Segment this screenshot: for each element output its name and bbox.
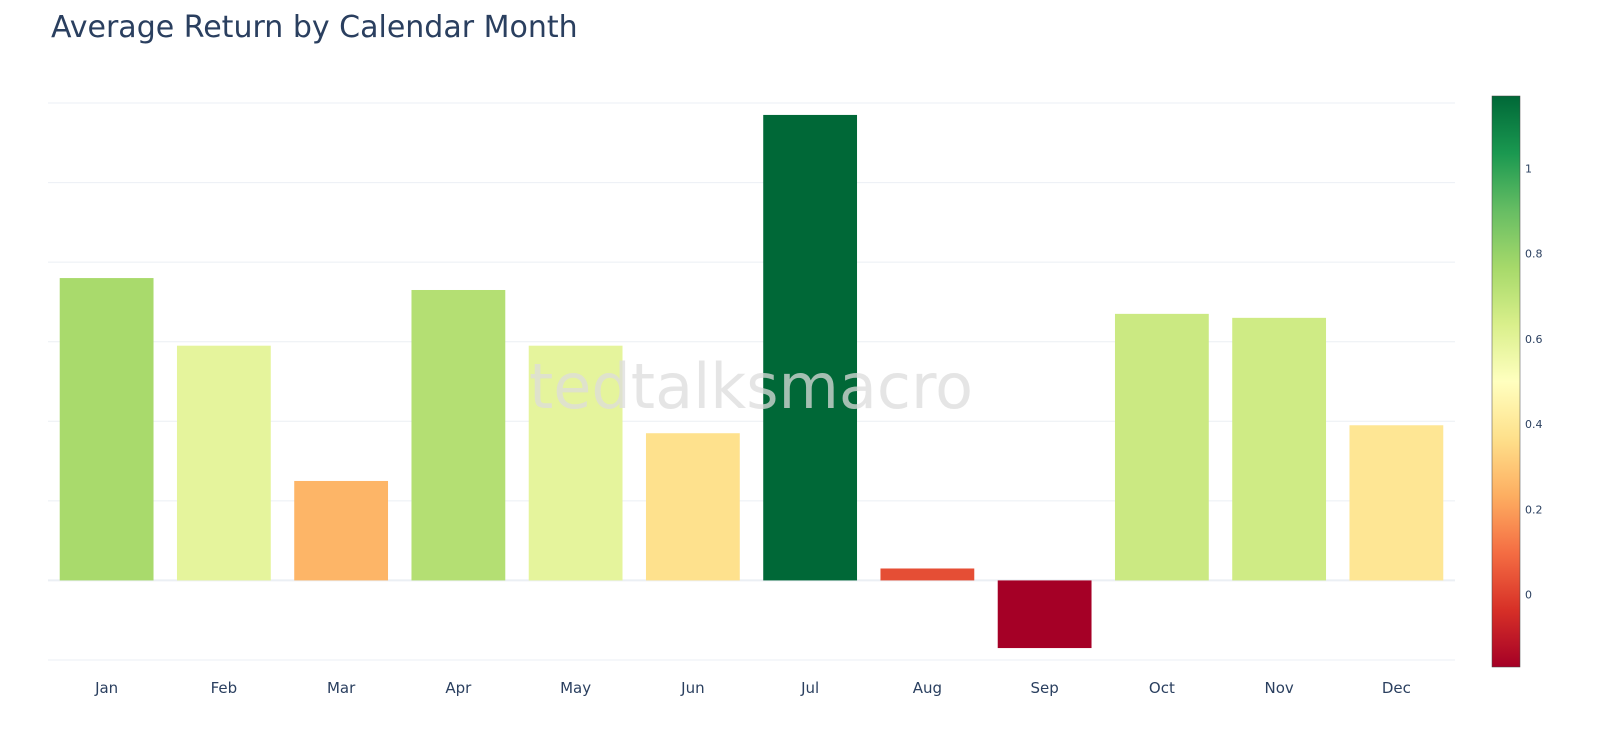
- x-tick-label-jan: Jan: [94, 679, 118, 697]
- colorbar-tick-label: 0.6: [1525, 333, 1543, 346]
- x-tick-label-nov: Nov: [1264, 679, 1293, 697]
- x-tick-label-jun: Jun: [680, 679, 704, 697]
- colorbar-gradient: [1491, 95, 1521, 668]
- bar-aug[interactable]: [880, 568, 975, 581]
- bars: [59, 114, 1444, 649]
- colorbar: 0 0.2 0.4 0.6 0.8 1: [1491, 95, 1543, 668]
- x-tick-label-feb: Feb: [211, 679, 238, 697]
- colorbar-tick-label: 0.8: [1525, 248, 1543, 261]
- colorbar-tick-label: 1: [1525, 162, 1532, 175]
- x-tick-label-oct: Oct: [1149, 679, 1175, 697]
- bar-apr[interactable]: [411, 289, 506, 581]
- bar-dec[interactable]: [1349, 425, 1444, 581]
- bar-oct[interactable]: [1114, 313, 1209, 581]
- x-tick-labels: Jan Feb Mar Apr May Jun Jul Aug Sep Oct Nov Dec: [94, 679, 1411, 697]
- x-tick-label-sep: Sep: [1030, 679, 1058, 697]
- bar-jul[interactable]: [763, 114, 858, 581]
- chart-title: Average Return by Calendar Month: [51, 10, 578, 45]
- bar-may[interactable]: [528, 345, 623, 581]
- bar-sep[interactable]: [997, 580, 1092, 649]
- x-tick-label-jul: Jul: [800, 679, 819, 697]
- bar-feb[interactable]: [176, 345, 271, 581]
- x-tick-label-aug: Aug: [913, 679, 942, 697]
- colorbar-tick-label: 0.4: [1525, 418, 1543, 431]
- colorbar-tick-label: 0.2: [1525, 503, 1543, 516]
- colorbar-tick-label: 0: [1525, 589, 1532, 602]
- x-tick-label-dec: Dec: [1382, 679, 1411, 697]
- x-tick-label-may: May: [560, 679, 591, 697]
- bar-jan[interactable]: [59, 278, 154, 581]
- x-tick-label-mar: Mar: [327, 679, 356, 697]
- bar-jun[interactable]: [645, 433, 740, 581]
- x-tick-label-apr: Apr: [445, 679, 472, 697]
- bar-mar[interactable]: [294, 480, 389, 581]
- bar-nov[interactable]: [1232, 317, 1327, 581]
- watermark-text: tedtalksmacro: [529, 350, 973, 423]
